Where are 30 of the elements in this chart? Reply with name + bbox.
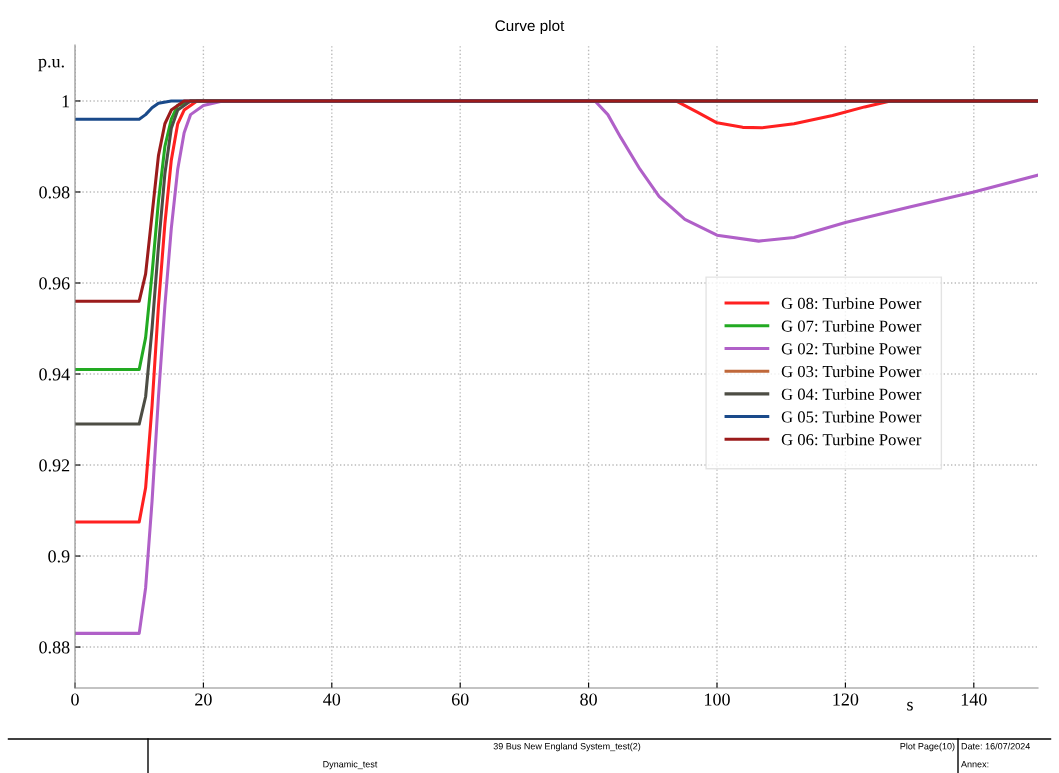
x-tick-label: 60 xyxy=(451,693,469,706)
x-tick-label: 120 xyxy=(833,693,859,706)
legend-label: G 05: Turbine Power xyxy=(781,410,922,423)
x-tick-label: 100 xyxy=(705,693,730,706)
y-tick-label: 0.92 xyxy=(39,459,70,472)
text: Date: 16/07/2024 xyxy=(961,742,1030,750)
text: Annex: xyxy=(961,761,989,768)
y-axis-title: p.u. xyxy=(38,58,64,72)
text: Dynamic_test xyxy=(323,760,378,770)
legend-label: G 03: Turbine Power xyxy=(781,365,922,378)
y-tick-label: 0.9 xyxy=(48,550,70,563)
text: 39 Bus New England System_test(2) xyxy=(493,742,641,752)
chart-title: Curve plot xyxy=(495,19,565,35)
x-tick-label: 40 xyxy=(323,693,341,706)
x-tick-label: 20 xyxy=(195,693,212,706)
x-tick-label: 80 xyxy=(580,693,597,706)
y-tick-label: 0.94 xyxy=(39,368,70,381)
y-tick-label: 0.96 xyxy=(39,277,70,290)
x-axis-title: s xyxy=(907,701,913,711)
legend-label: G 02: Turbine Power xyxy=(781,342,922,355)
legend-label: G 04: Turbine Power xyxy=(781,388,922,400)
legend-label: G 07: Turbine Power xyxy=(781,319,922,332)
text: Plot Page(10) xyxy=(900,742,955,752)
x-tick-label: 140 xyxy=(961,693,987,706)
y-tick-label: 0.98 xyxy=(39,186,70,199)
y-tick-label: 1 xyxy=(62,95,70,108)
y-tick-label: 0.88 xyxy=(39,641,70,654)
legend-label: G 06: Turbine Power xyxy=(781,433,922,446)
x-tick-label: 0 xyxy=(71,693,79,706)
legend-label: G 08: Turbine Power xyxy=(781,297,922,310)
